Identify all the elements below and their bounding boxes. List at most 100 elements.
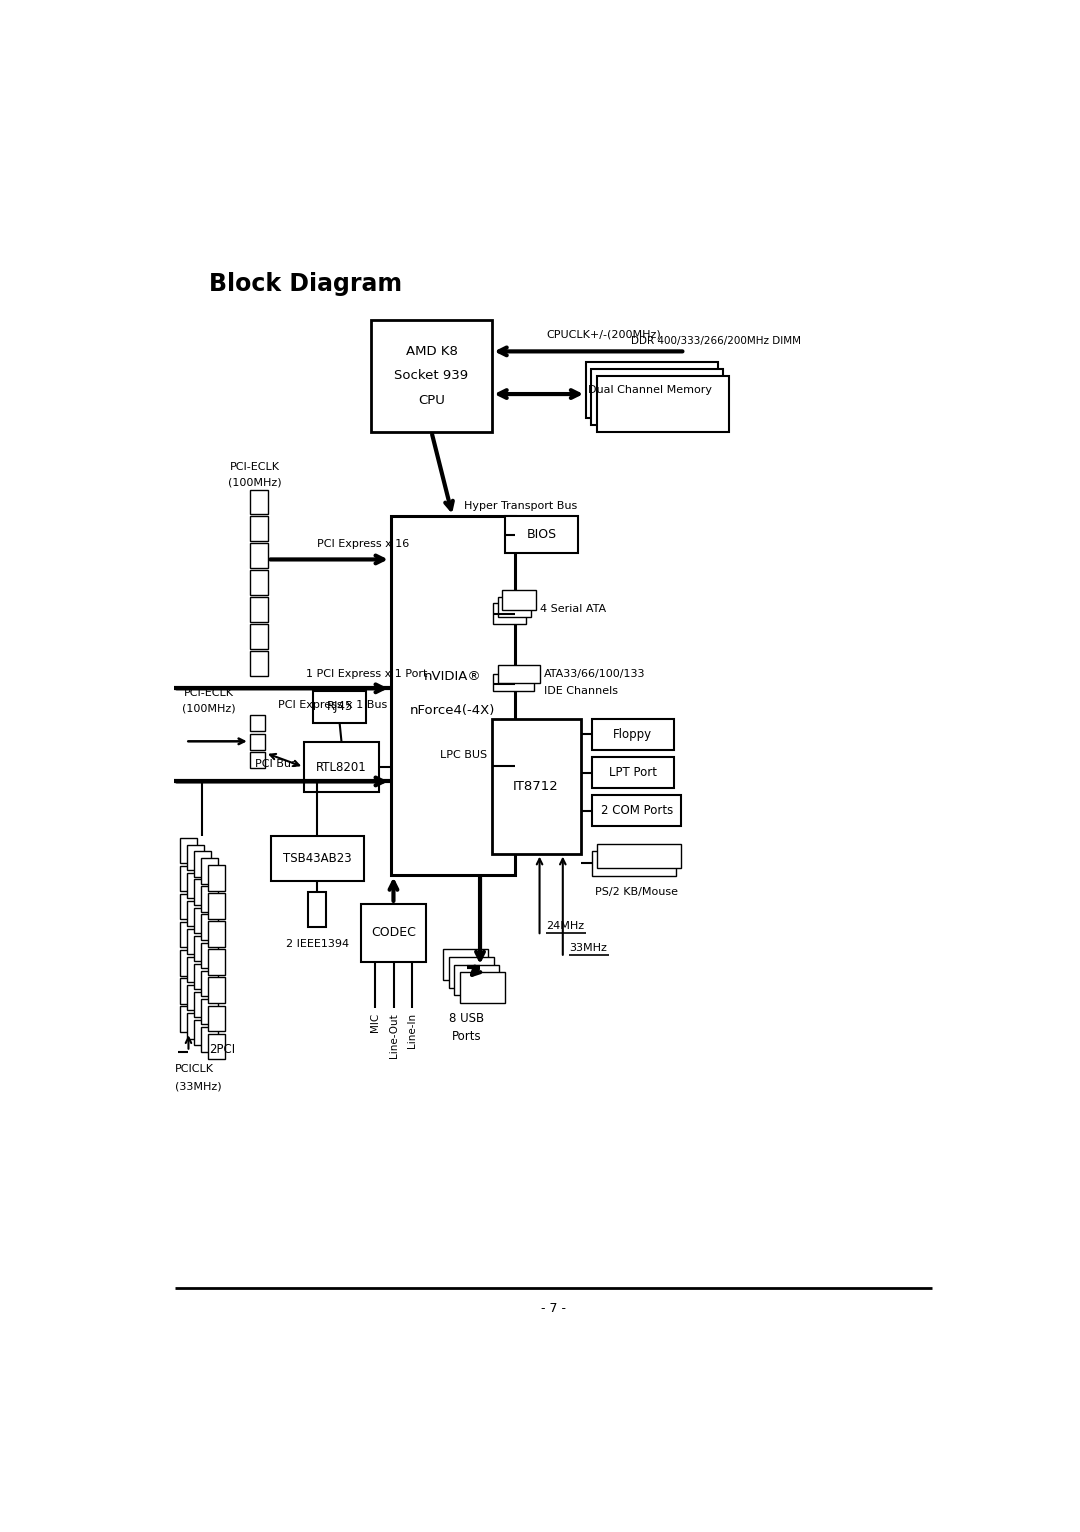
Text: LPC BUS: LPC BUS [441, 749, 488, 760]
FancyBboxPatch shape [592, 795, 681, 826]
Text: PCI Express x 16: PCI Express x 16 [318, 539, 409, 548]
FancyBboxPatch shape [180, 1007, 197, 1031]
FancyBboxPatch shape [207, 977, 225, 1003]
FancyBboxPatch shape [249, 516, 268, 541]
FancyBboxPatch shape [201, 942, 218, 968]
Text: IT8712: IT8712 [513, 780, 559, 794]
FancyBboxPatch shape [505, 516, 578, 553]
FancyBboxPatch shape [494, 674, 535, 691]
Text: PS/2 KB/Mouse: PS/2 KB/Mouse [595, 887, 678, 898]
FancyBboxPatch shape [187, 873, 204, 898]
FancyBboxPatch shape [187, 901, 204, 927]
FancyBboxPatch shape [180, 866, 197, 892]
Text: IDE Channels: IDE Channels [544, 686, 618, 696]
Text: ATA33/66/100/133: ATA33/66/100/133 [544, 669, 646, 679]
FancyBboxPatch shape [391, 516, 515, 875]
Text: (100MHz): (100MHz) [228, 478, 282, 487]
FancyBboxPatch shape [249, 597, 268, 622]
FancyBboxPatch shape [187, 928, 204, 954]
FancyBboxPatch shape [201, 858, 218, 884]
FancyBboxPatch shape [207, 866, 225, 892]
Text: AMD K8: AMD K8 [405, 345, 457, 358]
FancyBboxPatch shape [180, 893, 197, 919]
FancyBboxPatch shape [201, 971, 218, 996]
FancyBboxPatch shape [271, 836, 364, 881]
Text: DDR 400/333/266/200MHz DIMM: DDR 400/333/266/200MHz DIMM [631, 336, 801, 346]
Text: RTL8201: RTL8201 [316, 760, 367, 774]
FancyBboxPatch shape [303, 741, 379, 792]
FancyBboxPatch shape [502, 590, 536, 610]
Text: 24MHz: 24MHz [545, 921, 584, 931]
Text: LPT Port: LPT Port [609, 766, 657, 780]
FancyBboxPatch shape [194, 991, 211, 1017]
FancyBboxPatch shape [201, 887, 218, 912]
FancyBboxPatch shape [249, 490, 268, 515]
Text: 2PCI: 2PCI [208, 1043, 234, 1056]
FancyBboxPatch shape [194, 879, 211, 905]
FancyBboxPatch shape [491, 719, 581, 853]
FancyBboxPatch shape [194, 852, 211, 878]
FancyBboxPatch shape [207, 950, 225, 976]
Text: PCI Bus: PCI Bus [255, 760, 297, 769]
Text: 1 PCI Express x 1 Port: 1 PCI Express x 1 Port [306, 668, 427, 679]
Text: PCICLK: PCICLK [175, 1063, 214, 1074]
FancyBboxPatch shape [372, 320, 491, 432]
FancyBboxPatch shape [187, 844, 204, 870]
Text: 4 Serial ATA: 4 Serial ATA [540, 604, 607, 614]
Text: PCI Express x 1 Bus: PCI Express x 1 Bus [279, 700, 388, 711]
FancyBboxPatch shape [592, 369, 724, 424]
FancyBboxPatch shape [249, 715, 266, 731]
FancyBboxPatch shape [194, 907, 211, 933]
Text: PCI-ECLK: PCI-ECLK [184, 688, 233, 697]
FancyBboxPatch shape [498, 596, 531, 617]
Text: MIC: MIC [370, 1013, 380, 1033]
Text: CODEC: CODEC [372, 927, 416, 939]
FancyBboxPatch shape [201, 999, 218, 1025]
FancyBboxPatch shape [249, 624, 268, 650]
Text: - 7 -: - 7 - [541, 1302, 566, 1314]
FancyBboxPatch shape [249, 570, 268, 594]
FancyBboxPatch shape [207, 1034, 225, 1059]
Text: RJ45: RJ45 [326, 700, 353, 714]
FancyBboxPatch shape [308, 892, 326, 927]
Text: CPU: CPU [418, 394, 445, 408]
Text: Line-In: Line-In [407, 1013, 417, 1048]
FancyBboxPatch shape [180, 950, 197, 976]
Text: nVIDIA®: nVIDIA® [423, 669, 482, 683]
FancyBboxPatch shape [207, 893, 225, 919]
FancyBboxPatch shape [201, 1026, 218, 1052]
FancyBboxPatch shape [187, 956, 204, 982]
FancyBboxPatch shape [249, 734, 266, 749]
Text: Socket 939: Socket 939 [394, 369, 469, 383]
FancyBboxPatch shape [455, 965, 499, 996]
FancyBboxPatch shape [494, 604, 526, 624]
Text: 8 USB: 8 USB [449, 1013, 484, 1025]
Text: Dual Channel Memory: Dual Channel Memory [589, 385, 713, 395]
FancyBboxPatch shape [597, 377, 729, 432]
FancyBboxPatch shape [249, 651, 268, 676]
Text: CPUCLK+/-(200MHz): CPUCLK+/-(200MHz) [546, 329, 661, 340]
FancyBboxPatch shape [249, 544, 268, 568]
FancyBboxPatch shape [194, 936, 211, 961]
Text: PCI-ECLK: PCI-ECLK [230, 463, 280, 472]
FancyBboxPatch shape [444, 950, 488, 980]
FancyBboxPatch shape [460, 973, 504, 1003]
FancyBboxPatch shape [180, 977, 197, 1003]
FancyBboxPatch shape [499, 665, 540, 683]
FancyBboxPatch shape [201, 915, 218, 941]
FancyBboxPatch shape [597, 844, 680, 869]
Text: nForce4(-4X): nForce4(-4X) [410, 705, 496, 717]
FancyBboxPatch shape [207, 921, 225, 947]
FancyBboxPatch shape [180, 838, 197, 864]
Text: Floppy: Floppy [613, 728, 652, 741]
Text: Ports: Ports [451, 1030, 482, 1043]
Text: 2 IEEE1394: 2 IEEE1394 [285, 939, 349, 948]
FancyBboxPatch shape [449, 958, 494, 988]
FancyBboxPatch shape [187, 985, 204, 1011]
Text: 2 COM Ports: 2 COM Ports [600, 804, 673, 817]
Text: (100MHz): (100MHz) [181, 703, 235, 714]
FancyBboxPatch shape [586, 363, 718, 418]
FancyBboxPatch shape [207, 1005, 225, 1031]
FancyBboxPatch shape [180, 922, 197, 947]
FancyBboxPatch shape [592, 719, 674, 749]
